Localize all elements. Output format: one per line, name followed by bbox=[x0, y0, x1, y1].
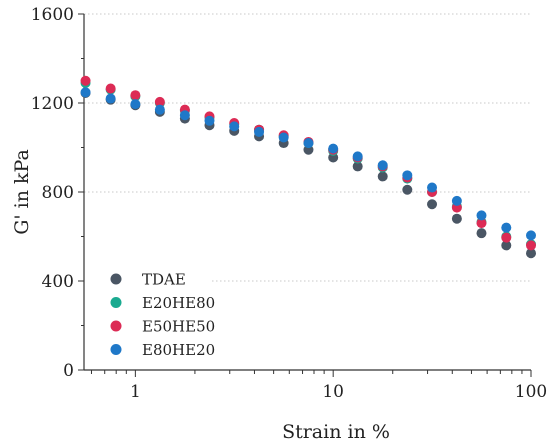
data-point bbox=[204, 115, 215, 126]
gridlines bbox=[84, 13, 531, 282]
data-point bbox=[476, 218, 487, 229]
legend-label: E50HE50 bbox=[142, 318, 215, 336]
data-point bbox=[427, 199, 438, 210]
data-point bbox=[254, 126, 265, 137]
legend-label: TDAE bbox=[142, 271, 186, 289]
data-point bbox=[451, 213, 462, 224]
data-point bbox=[130, 99, 141, 110]
legend-marker bbox=[110, 297, 122, 308]
legend-marker bbox=[110, 344, 122, 355]
y-tick-label: 1600 bbox=[31, 5, 74, 25]
data-point bbox=[377, 171, 388, 182]
data-point bbox=[526, 248, 536, 259]
x-tick-label: 10 bbox=[322, 382, 344, 402]
data-point bbox=[501, 232, 512, 243]
data-point bbox=[80, 75, 91, 86]
legend-label: E20HE80 bbox=[142, 294, 215, 312]
x-axis-title: Strain in % bbox=[282, 421, 390, 443]
data-point bbox=[526, 230, 536, 241]
legend-label: E80HE20 bbox=[142, 341, 215, 359]
data-point bbox=[501, 222, 512, 233]
data-point bbox=[154, 96, 165, 107]
data-point bbox=[377, 160, 388, 171]
data-point bbox=[154, 104, 165, 115]
data-point bbox=[526, 240, 536, 251]
legend-marker bbox=[110, 273, 122, 285]
data-point bbox=[402, 184, 413, 195]
data-point bbox=[352, 161, 363, 172]
data-point bbox=[328, 143, 339, 154]
data-point bbox=[427, 182, 438, 193]
x-tick-label: 100 bbox=[515, 382, 547, 402]
data-point bbox=[105, 83, 116, 94]
data-point bbox=[80, 87, 91, 98]
y-tick-label: 400 bbox=[42, 272, 74, 292]
y-tick-label: 0 bbox=[63, 361, 74, 381]
data-point bbox=[402, 170, 413, 181]
data-point bbox=[229, 121, 240, 132]
data-point bbox=[476, 228, 487, 239]
y-tick-label: 800 bbox=[42, 183, 74, 203]
data-point bbox=[501, 240, 512, 251]
data-point bbox=[476, 210, 487, 221]
y-tick-label: 1200 bbox=[31, 94, 74, 114]
data-point bbox=[451, 195, 462, 206]
data-point bbox=[278, 132, 289, 143]
data-points bbox=[80, 75, 536, 259]
legend: TDAE E20HE80 E50HE50 E80HE20 bbox=[110, 271, 215, 359]
data-point bbox=[105, 93, 116, 104]
x-tick-label: 1 bbox=[130, 382, 141, 402]
data-point bbox=[179, 110, 190, 121]
data-point bbox=[130, 90, 141, 101]
y-axis-title: G' in kPa bbox=[11, 149, 33, 235]
ticks: 0 400 800 1200 1600 1 10 100 bbox=[31, 5, 547, 402]
data-point bbox=[303, 138, 314, 149]
legend-marker bbox=[110, 320, 122, 332]
data-point bbox=[352, 151, 363, 162]
